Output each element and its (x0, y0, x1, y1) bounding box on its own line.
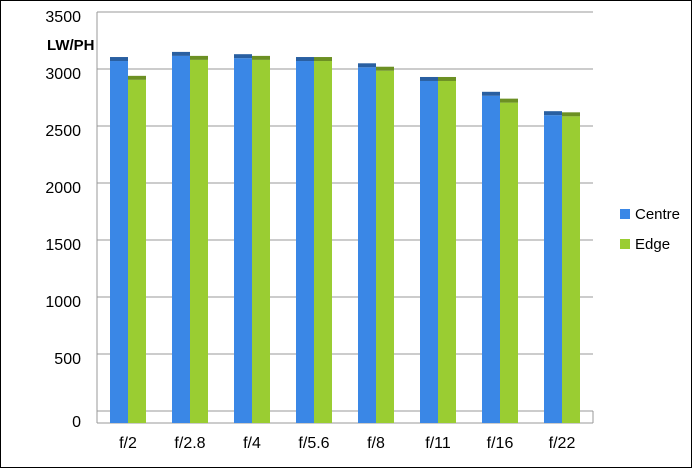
bar (420, 80, 438, 423)
bar (128, 79, 146, 423)
bar-top (172, 51, 190, 56)
x-tick-label: f/2.8 (174, 435, 205, 452)
y-tick-label: 2500 (45, 123, 81, 140)
x-tick-label: f/4 (243, 435, 261, 452)
x-tick-label: f/16 (487, 435, 514, 452)
bar-top (314, 57, 332, 62)
bar (482, 95, 500, 424)
y-tick-label: 3000 (45, 66, 81, 83)
bar-top (420, 76, 438, 81)
bar (358, 67, 376, 424)
bar (376, 70, 394, 423)
legend-swatch (620, 239, 630, 249)
bar (190, 59, 208, 423)
bar-top (128, 75, 146, 80)
bar-top (358, 63, 376, 68)
bar (296, 61, 314, 423)
legend-label: Edge (635, 236, 670, 253)
bar-top (562, 112, 580, 117)
bar (544, 115, 562, 424)
bar (172, 55, 190, 424)
y-tick-label: 3500 (45, 9, 81, 26)
x-tick-label: f/5.6 (298, 435, 329, 452)
bar-top (376, 66, 394, 71)
y-tick-label: 1500 (45, 237, 81, 254)
y-tick-label: 1000 (45, 294, 81, 311)
bar (500, 102, 518, 423)
bar-top (110, 57, 128, 62)
bar-top (296, 57, 314, 62)
y-tick-label: 2000 (45, 180, 81, 197)
bar-top (438, 76, 456, 81)
bar (562, 116, 580, 423)
bar-top (544, 111, 562, 116)
legend-swatch (620, 209, 630, 219)
bar-top (234, 54, 252, 59)
x-tick-label: f/8 (367, 435, 385, 452)
bar-top (482, 91, 500, 96)
y-tick-label: 0 (72, 414, 81, 431)
bar-top (252, 55, 270, 60)
bar-top (190, 55, 208, 60)
x-tick-label: f/2 (119, 435, 137, 452)
bar (314, 61, 332, 423)
bar (252, 59, 270, 423)
x-tick-label: f/11 (425, 435, 451, 452)
bar (110, 61, 128, 423)
y-tick-label: 500 (54, 351, 81, 368)
bar-top (500, 98, 518, 103)
bar (438, 80, 456, 423)
legend-label: Centre (635, 206, 680, 223)
y-axis-title: LW/PH (47, 37, 95, 54)
x-tick-label: f/22 (549, 435, 576, 452)
bar (234, 58, 252, 424)
